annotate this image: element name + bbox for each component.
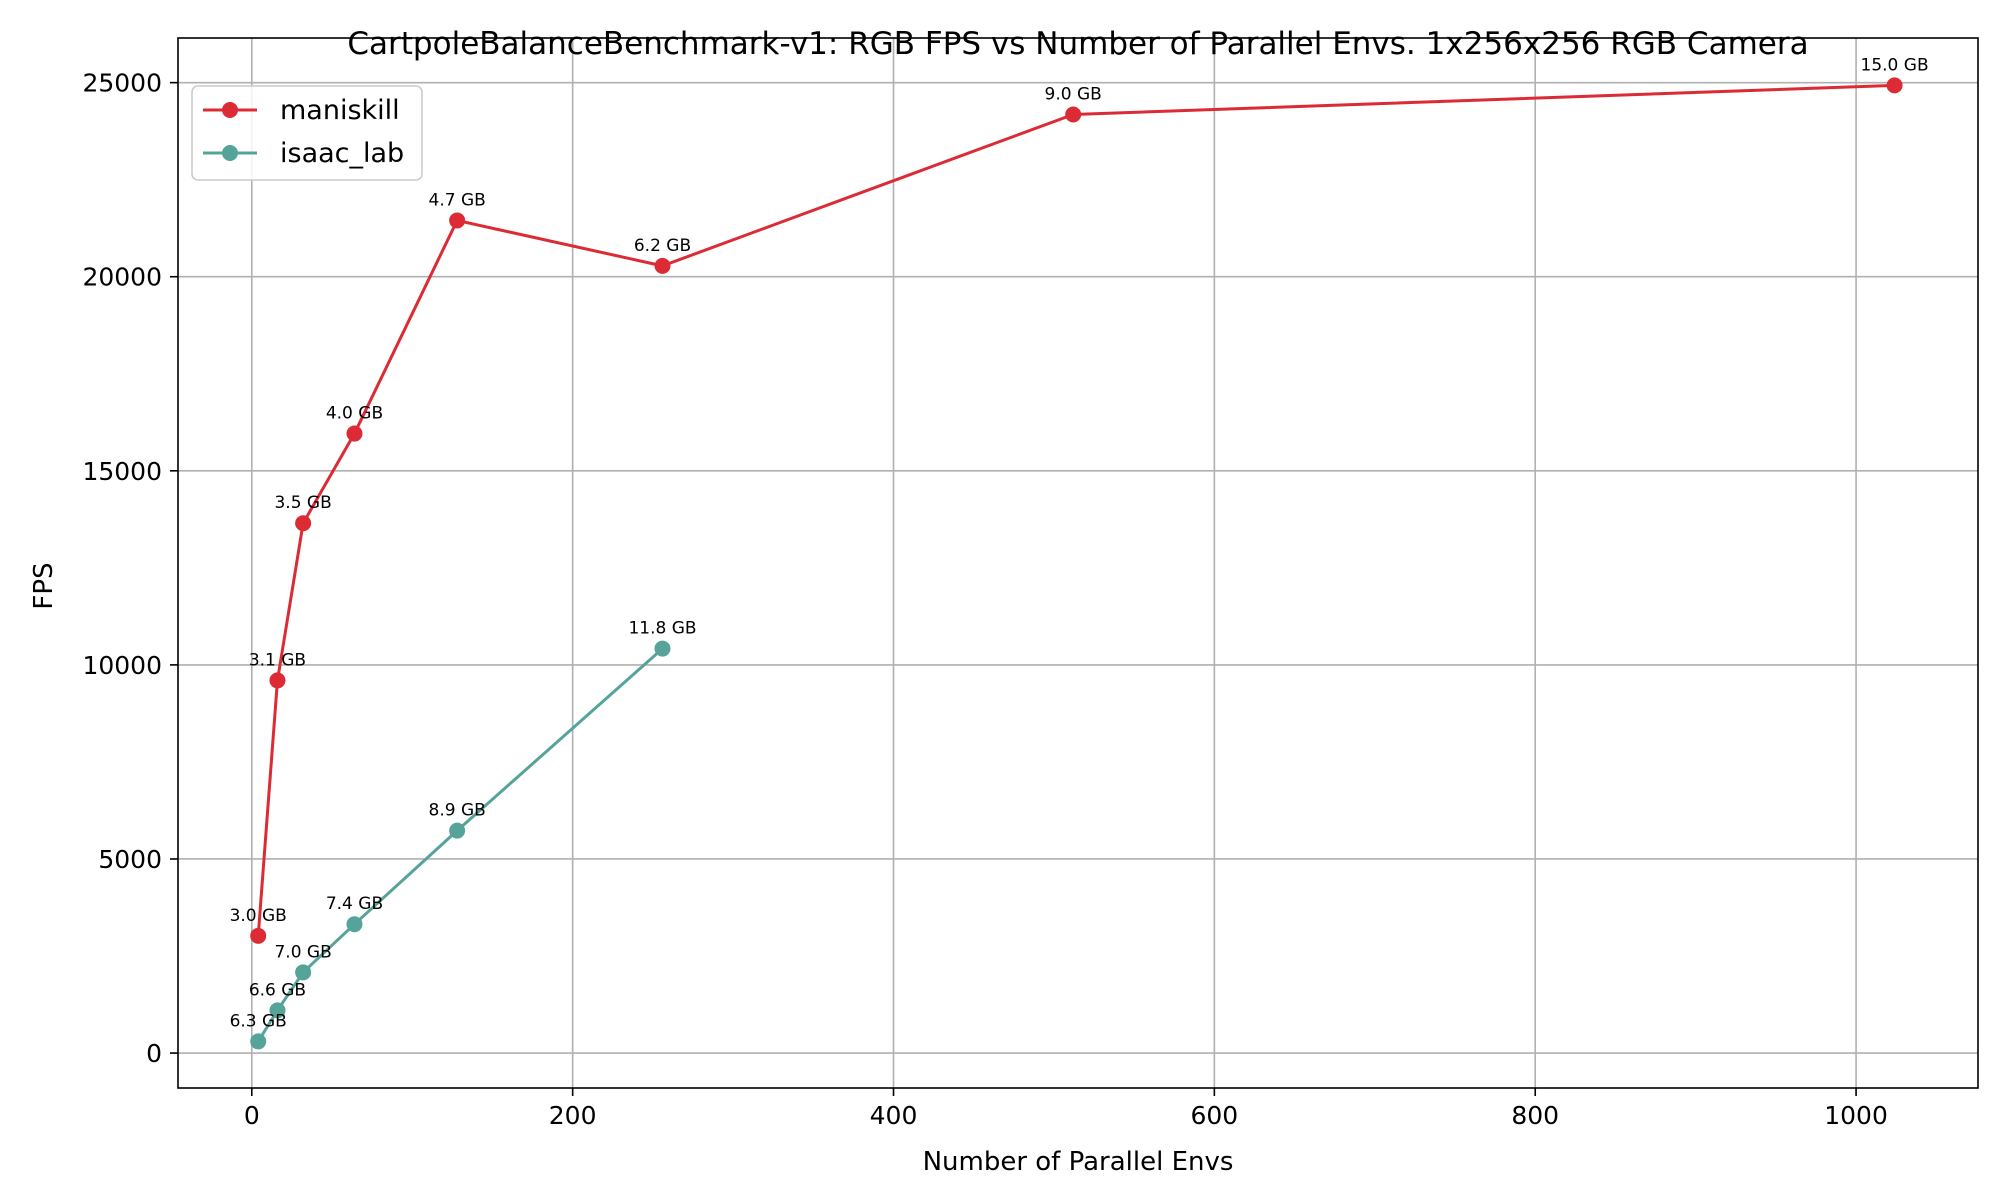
y-tick-label-25000: 25000 bbox=[82, 69, 162, 98]
data-label-maniskill-6: 9.0 GB bbox=[1045, 84, 1102, 104]
data-label-maniskill-1: 3.1 GB bbox=[249, 650, 306, 670]
data-point-maniskill-6 bbox=[1065, 106, 1082, 123]
grid bbox=[178, 38, 1978, 1088]
series-line-maniskill bbox=[256, 83, 1895, 936]
data-point-isaac-lab-2 bbox=[295, 964, 312, 981]
data-point-isaac-lab-3 bbox=[346, 916, 363, 933]
data-label-isaac-lab-3: 7.4 GB bbox=[326, 894, 383, 914]
data-label-maniskill-5: 6.2 GB bbox=[634, 236, 691, 256]
axis-ticks: 0 200 400 600 800 100005000100001500020000250… bbox=[82, 69, 1887, 1130]
data-label-isaac-lab-5: 11.8 GB bbox=[628, 619, 696, 639]
data-point-maniskill-0 bbox=[250, 927, 267, 944]
data-label-maniskill-2: 3.5 GB bbox=[274, 493, 331, 513]
data-point-isaac-lab-5 bbox=[654, 640, 671, 657]
data-label-maniskill-4: 4.7 GB bbox=[429, 190, 486, 210]
x-tick-label-800: 800 bbox=[1511, 1101, 1559, 1130]
plot-frame bbox=[177, 37, 1979, 1089]
data-label-layer: 3.0 GB 3.1 GB 3.5 GB 4.0 GB 4.7 GB 6.2 GB 9.0 … bbox=[230, 55, 1929, 1031]
y-tick-label-10000: 10000 bbox=[82, 651, 162, 680]
chart-title: CartpoleBalanceBenchmark-v1: RGB FPS vs … bbox=[347, 26, 1808, 62]
y-tick-label-15000: 15000 bbox=[82, 457, 162, 486]
data-point-maniskill-5 bbox=[654, 257, 671, 274]
data-label-isaac-lab-2: 7.0 GB bbox=[274, 942, 331, 962]
y-tick-label-0: 0 bbox=[146, 1039, 162, 1068]
legend-marker-maniskill bbox=[222, 102, 238, 118]
data-point-maniskill-3 bbox=[346, 425, 363, 442]
legend-label-isaac-lab: isaac_lab bbox=[280, 138, 404, 169]
legend-entry-isaac-lab: isaac_lab bbox=[203, 138, 404, 169]
data-label-isaac-lab-4: 8.9 GB bbox=[429, 801, 486, 821]
y-axis-label: FPS bbox=[29, 562, 59, 609]
legend: maniskill isaac_lab bbox=[191, 85, 423, 181]
x-tick-label-600: 600 bbox=[1191, 1101, 1239, 1130]
x-axis-label: Number of Parallel Envs bbox=[923, 1147, 1234, 1177]
data-point-isaac-lab-1 bbox=[269, 1002, 286, 1019]
data-label-isaac-lab-0: 6.3 GB bbox=[230, 1011, 287, 1031]
x-tick-label-200: 200 bbox=[549, 1101, 597, 1130]
series-layer bbox=[250, 77, 1903, 1050]
data-point-maniskill-4 bbox=[449, 212, 466, 229]
y-tick-label-5000: 5000 bbox=[98, 845, 162, 874]
data-label-maniskill-0: 3.0 GB bbox=[230, 906, 287, 926]
data-label-maniskill-7: 15.0 GB bbox=[1861, 55, 1929, 75]
data-point-maniskill-2 bbox=[295, 515, 312, 532]
data-point-isaac-lab-4 bbox=[449, 822, 466, 839]
legend-entry-maniskill: maniskill bbox=[203, 95, 400, 126]
data-point-isaac-lab-0 bbox=[250, 1033, 267, 1050]
legend-marker-isaac-lab bbox=[222, 145, 238, 161]
x-tick-label-400: 400 bbox=[870, 1101, 918, 1130]
data-label-isaac-lab-1: 6.6 GB bbox=[249, 980, 306, 1000]
data-label-maniskill-3: 4.0 GB bbox=[326, 404, 383, 424]
x-tick-label-1000: 1000 bbox=[1824, 1101, 1888, 1130]
data-point-maniskill-1 bbox=[269, 672, 286, 689]
x-tick-label-0: 0 bbox=[244, 1101, 260, 1130]
data-point-maniskill-7 bbox=[1886, 77, 1903, 94]
y-tick-label-20000: 20000 bbox=[82, 263, 162, 292]
legend-label-maniskill: maniskill bbox=[280, 95, 400, 126]
